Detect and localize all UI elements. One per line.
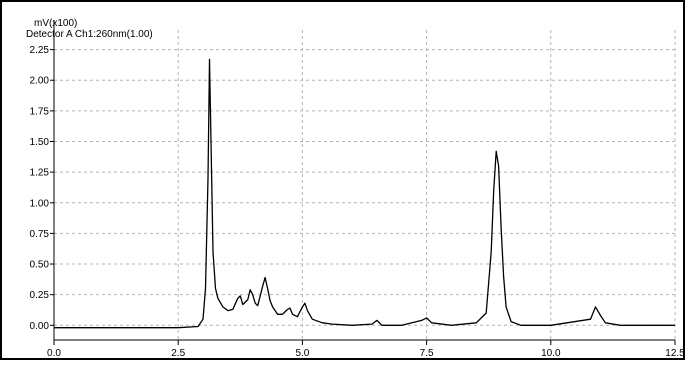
x-tick-label: 5.0 — [295, 348, 309, 359]
axis-layer — [53, 20, 675, 341]
x-tick-label: 2.5 — [171, 348, 185, 359]
y-tick-label: 0.25 — [30, 290, 50, 301]
chromatogram-trace — [54, 58, 675, 329]
y-tick-label: 1.25 — [30, 168, 50, 179]
y-tick-label: 1.00 — [30, 198, 50, 209]
tick-layer: 0.00 0.25 0.50 0.75 1.00 1.25 1.50 1.75 2.00 2.25… — [30, 45, 685, 359]
x-tick-label: 12.5 — [665, 348, 685, 359]
y-tick-label: 1.50 — [30, 137, 50, 148]
y-tick-label: 0.75 — [30, 229, 50, 240]
y-tick-label: 1.75 — [30, 106, 50, 117]
detector-label: Detector A Ch1:260nm(1.00) — [26, 29, 153, 40]
y-tick-label: 2.25 — [30, 45, 50, 56]
x-tick-label: 10.0 — [541, 348, 561, 359]
y-tick-label: 0.00 — [30, 321, 50, 332]
y-tick-label: 2.00 — [30, 76, 50, 87]
grid-layer — [53, 30, 676, 340]
x-tick-label: 0.0 — [47, 348, 61, 359]
y-unit-label: mV(x100) — [34, 18, 77, 29]
x-tick-label: 7.5 — [420, 348, 434, 359]
y-tick-label: 0.50 — [30, 260, 50, 271]
trace-layer — [54, 58, 675, 329]
